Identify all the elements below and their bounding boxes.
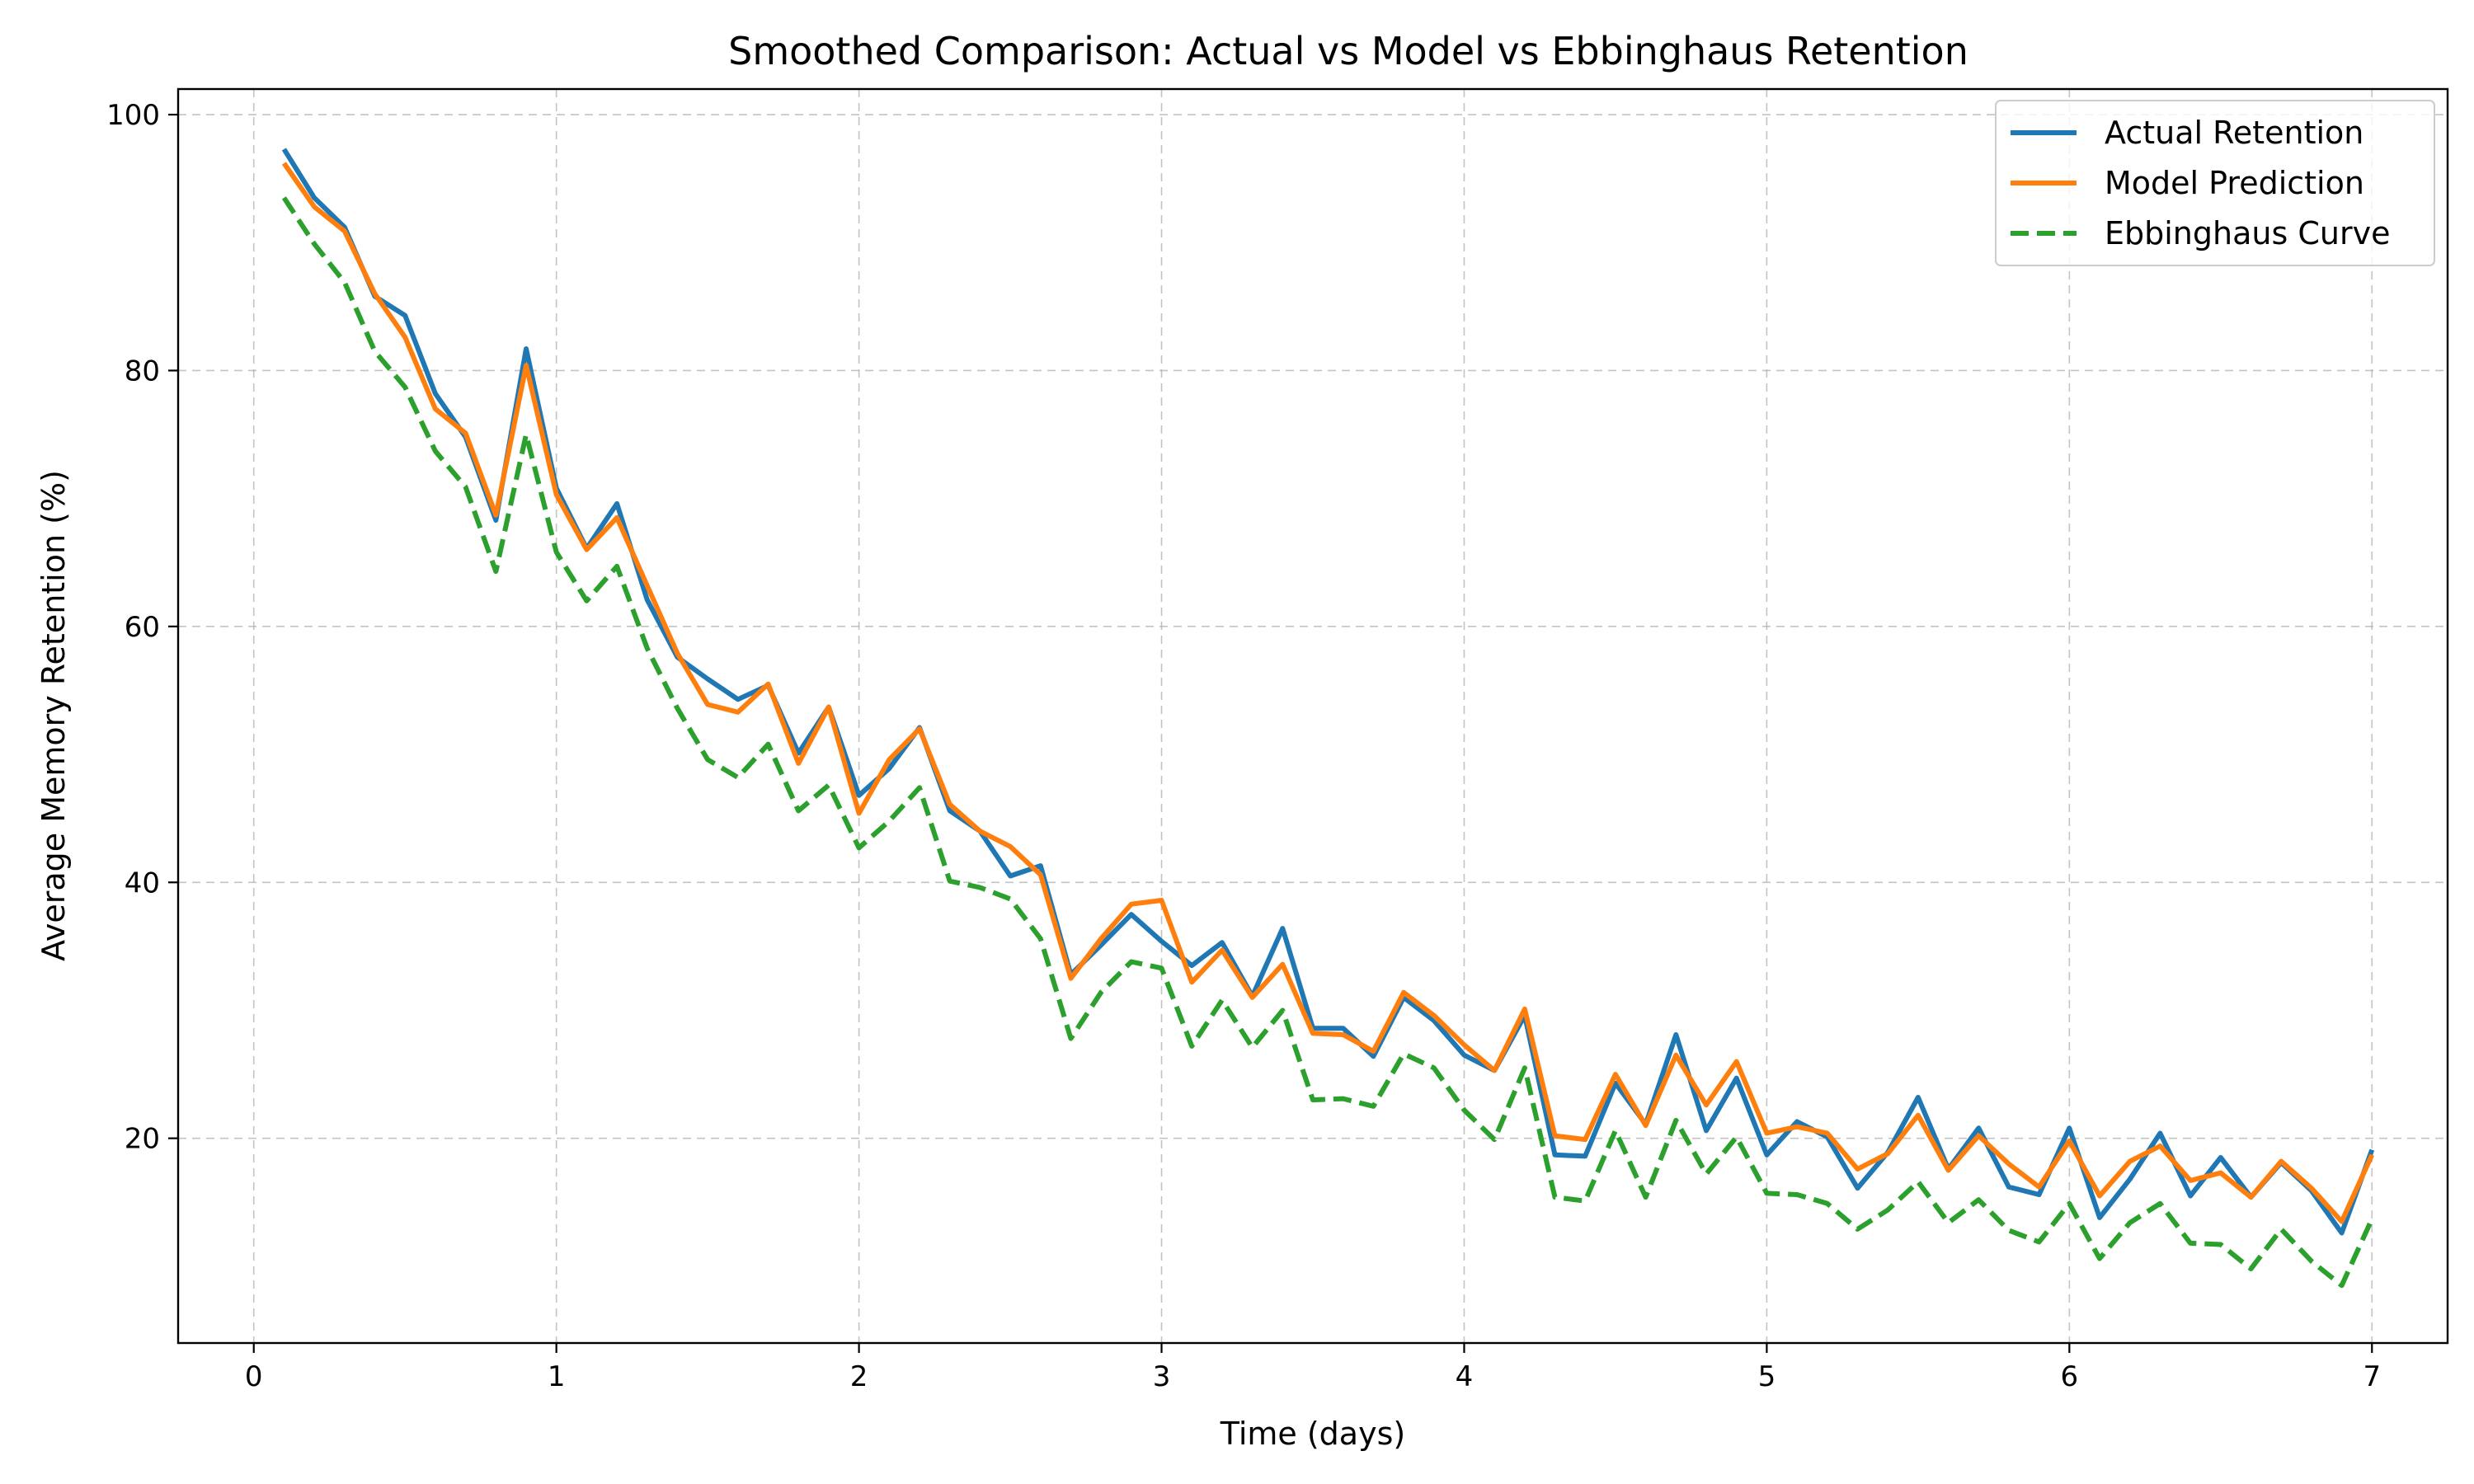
x-tick-label: 7 [2363, 1360, 2381, 1393]
x-tick-label: 4 [1456, 1360, 1474, 1393]
series-line-1 [281, 162, 2375, 1224]
y-tick-label: 60 [125, 611, 160, 644]
chart-title: Smoothed Comparison: Actual vs Model vs … [728, 29, 1968, 73]
legend: Actual Retention Model Prediction Ebbingha… [1995, 100, 2435, 266]
x-axis-label: Time (days) [1220, 1416, 1405, 1452]
legend-label-0: Actual Retention [2105, 115, 2363, 151]
x-tick-label: 6 [2061, 1360, 2079, 1393]
y-axis-label: Average Memory Retention (%) [35, 470, 72, 961]
y-tick-label: 40 [125, 866, 160, 899]
x-tick-label: 1 [548, 1360, 566, 1393]
y-tick-label: 20 [125, 1123, 160, 1156]
x-tick-label: 3 [1153, 1360, 1171, 1393]
legend-box [1995, 100, 2435, 266]
legend-label-2: Ebbinghaus Curve [2105, 215, 2390, 251]
x-tick-label: 2 [850, 1360, 868, 1393]
axis-ticks: 0 1 2 3 4 5 6 7 20 40 60 80 100 [106, 99, 2381, 1393]
grid [178, 89, 2448, 1343]
x-tick-label: 5 [1758, 1360, 1776, 1393]
series-line-2 [281, 196, 2375, 1289]
series-line-0 [281, 148, 2375, 1236]
y-tick-label: 100 [106, 99, 160, 132]
x-tick-label: 0 [245, 1360, 263, 1393]
legend-label-1: Model Prediction [2105, 165, 2364, 201]
y-tick-label: 80 [125, 355, 160, 387]
plot-frame [176, 87, 2449, 1345]
series-lines [281, 148, 2375, 1289]
